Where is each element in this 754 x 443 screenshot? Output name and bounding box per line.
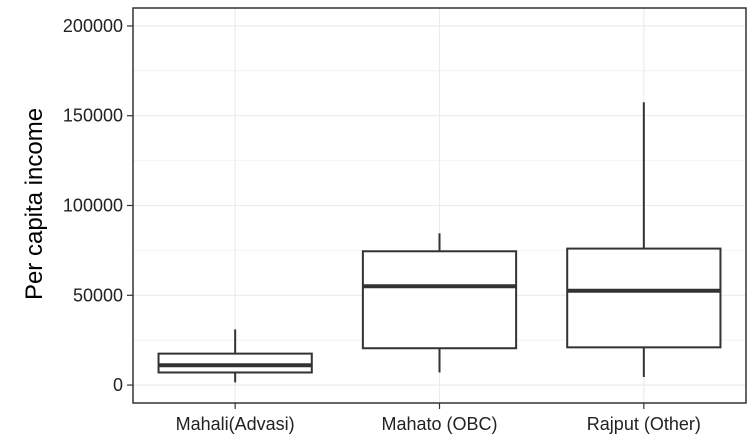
y-tick-label-0: 0 xyxy=(113,375,123,395)
x-tick-label-0: Mahali(Advasi) xyxy=(176,414,295,434)
box-body-2 xyxy=(566,247,722,349)
y-tick-label-2: 100000 xyxy=(63,196,123,216)
box-series xyxy=(157,102,722,383)
box-0 xyxy=(157,329,313,383)
x-tick-label-1: Mahato (OBC) xyxy=(381,414,497,434)
y-axis: 0 50000 100000 150000 200000 xyxy=(63,16,133,395)
x-axis: Mahali(Advasi) Mahato (OBC) Rajput (Other) xyxy=(176,403,701,434)
x-tick-label-2: Rajput (Other) xyxy=(587,414,701,434)
box-1 xyxy=(361,233,518,373)
y-tick-label-4: 200000 xyxy=(63,16,123,36)
box-2 xyxy=(566,102,722,377)
y-tick-label-1: 50000 xyxy=(73,285,123,305)
box-body-0 xyxy=(157,352,313,374)
y-tick-label-3: 150000 xyxy=(63,106,123,126)
y-axis-title: Per capita income xyxy=(21,108,48,300)
box-body-1 xyxy=(361,250,518,350)
